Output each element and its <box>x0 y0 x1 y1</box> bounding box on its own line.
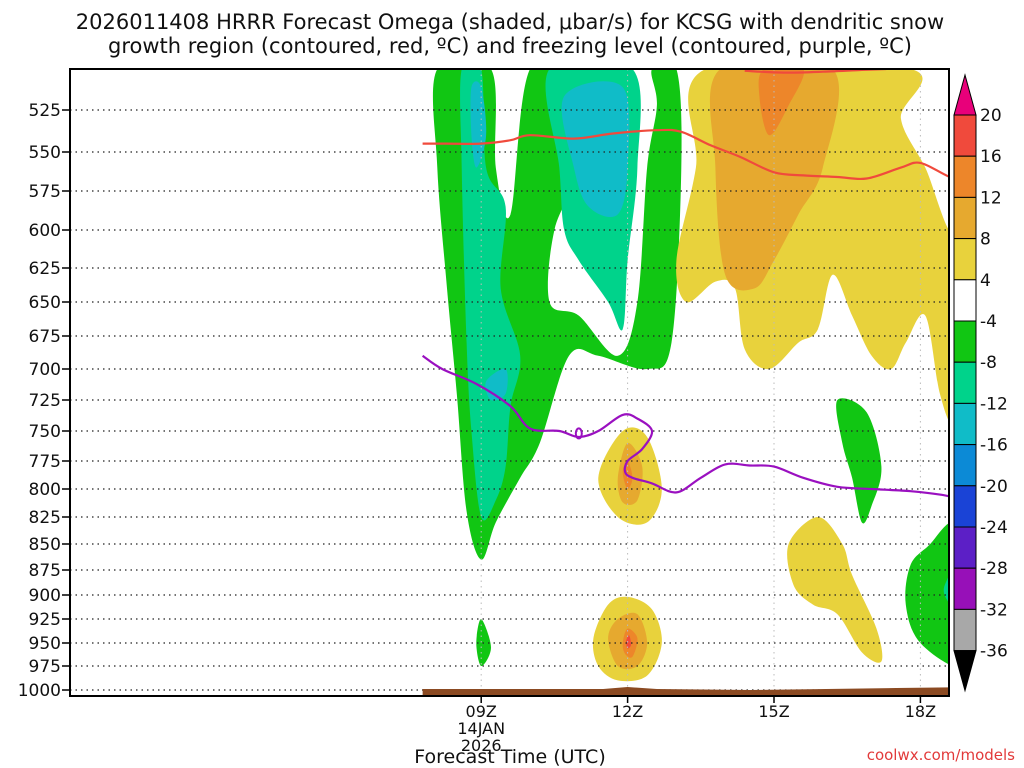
x-tick-label: 15Z <box>758 702 789 721</box>
colorbar-swatch <box>953 567 977 610</box>
site-credit: coolwx.com/models <box>867 746 1015 764</box>
y-tick-label: 525 <box>29 101 61 121</box>
y-tick-label: 725 <box>29 391 61 411</box>
y-tick-label: 575 <box>29 182 61 202</box>
plot-frame <box>69 68 950 697</box>
surface-ground <box>422 687 949 696</box>
ascent-green-lower <box>905 522 949 665</box>
chart-title-line-2: growth region (contoured, red, ºC) and f… <box>108 34 912 58</box>
y-tick-label: 600 <box>29 221 61 241</box>
x-tick-label: 09Z <box>466 702 497 721</box>
y-tick-label: 925 <box>29 610 61 630</box>
y-tick-label: 650 <box>29 293 61 313</box>
colorbar-swatch <box>953 114 977 157</box>
chart-title-line-1: 2026011408 HRRR Forecast Omega (shaded, … <box>76 10 944 34</box>
descent-orange-lt-upper <box>710 69 840 291</box>
colorbar-swatch <box>953 361 977 404</box>
y-tick-label: 900 <box>29 586 61 606</box>
colorbar-label: -32 <box>980 600 1008 620</box>
colorbar-label: 12 <box>980 188 1002 208</box>
colorbar-label: 4 <box>980 271 991 291</box>
colorbar-label: -16 <box>980 436 1008 456</box>
colorbar-swatch <box>953 485 977 528</box>
colorbar-swatch <box>953 196 977 240</box>
y-tick-label: 825 <box>29 508 61 528</box>
colorbar-label: -4 <box>980 312 997 332</box>
y-tick-label: 875 <box>29 561 61 581</box>
colorbar-label: -12 <box>980 394 1008 414</box>
ascent-teal-lower <box>943 575 949 604</box>
colorbar-swatch <box>953 444 977 487</box>
colorbar-bottom-arrow <box>953 650 977 693</box>
colorbar-label: 20 <box>980 106 1002 126</box>
colorbar-swatch <box>953 155 977 198</box>
freezing-level-loop <box>574 427 583 440</box>
colorbar-swatch <box>953 320 977 363</box>
x-tick-label: 18Z <box>905 702 936 721</box>
ascent-teal-left <box>460 69 521 521</box>
y-tick-label: 675 <box>29 327 61 347</box>
ascent-green-mid <box>836 398 882 524</box>
colorbar-label: -36 <box>980 642 1008 662</box>
grid-lines <box>70 69 949 696</box>
y-tick-label: 850 <box>29 535 61 555</box>
y-tick-label: 700 <box>29 360 61 380</box>
descent-red-12z-low <box>626 635 632 649</box>
colorbar-label: 16 <box>980 147 1002 167</box>
colorbar-swatch <box>953 526 977 569</box>
colorbar-swatch <box>953 238 977 281</box>
colorbar-swatch <box>953 608 977 652</box>
y-tick-label: 750 <box>29 422 61 442</box>
colorbar-label: -24 <box>980 518 1008 538</box>
y-tick-label: 800 <box>29 480 61 500</box>
y-tick-label: 625 <box>29 259 61 279</box>
y-tick-label: 950 <box>29 634 61 654</box>
dgz-lower-contour <box>422 128 949 181</box>
colorbar-label: -28 <box>980 559 1008 579</box>
y-axis: 525 550 575 600 625 650 675 700 725 750 775 800 825 8… <box>18 101 70 701</box>
descent-orange-upper <box>758 69 805 136</box>
x-tick-label: 12Z <box>612 702 643 721</box>
colorbar-swatch <box>953 402 977 446</box>
colorbar-label: -20 <box>980 477 1008 497</box>
x-tick-label: 14JAN <box>457 719 505 738</box>
x-axis: 09Z14JAN202612Z15Z18Z21Z00Z15JAN <box>457 696 936 755</box>
shaded-omega-regions <box>432 69 949 682</box>
colorbar-swatch <box>953 279 977 322</box>
plot-area <box>70 69 949 696</box>
ascent-cyan-left-2 <box>470 81 487 168</box>
y-tick-label: 1000 <box>18 681 61 701</box>
ascent-cyan-left <box>561 81 630 218</box>
y-tick-label: 975 <box>29 657 61 677</box>
x-tick-label: 2026 <box>461 736 502 755</box>
y-tick-label: 550 <box>29 143 61 163</box>
colorbar-label: 8 <box>980 230 991 250</box>
x-axis-title: Forecast Time (UTC) <box>414 746 605 768</box>
colorbar: 20 16 12 8 4 -4 -8 -12 -16 -20 -24 -28 -32 -36 <box>953 73 1008 693</box>
colorbar-label: -8 <box>980 353 997 373</box>
descent-yellow-lower-mid <box>787 517 883 663</box>
y-tick-label: 775 <box>29 452 61 472</box>
